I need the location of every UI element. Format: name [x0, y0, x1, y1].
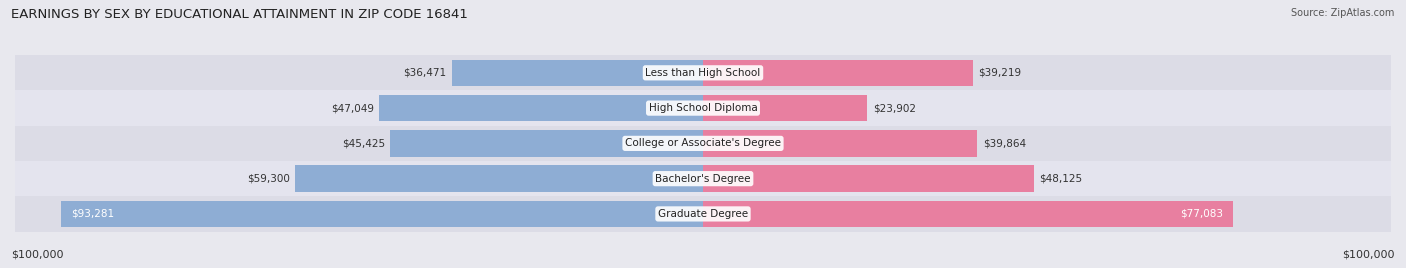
Text: $77,083: $77,083: [1180, 209, 1223, 219]
Bar: [15, 55, 1391, 91]
Bar: [703, 165, 1033, 192]
Bar: [62, 201, 703, 227]
Bar: [15, 126, 1391, 161]
Bar: [295, 165, 703, 192]
Text: EARNINGS BY SEX BY EDUCATIONAL ATTAINMENT IN ZIP CODE 16841: EARNINGS BY SEX BY EDUCATIONAL ATTAINMEN…: [11, 8, 468, 21]
Bar: [380, 95, 703, 121]
Text: $48,125: $48,125: [1039, 174, 1083, 184]
Text: Bachelor's Degree: Bachelor's Degree: [655, 174, 751, 184]
Text: $93,281: $93,281: [72, 209, 115, 219]
Text: $45,425: $45,425: [342, 138, 385, 148]
Bar: [15, 161, 1391, 196]
Text: $39,219: $39,219: [979, 68, 1021, 78]
Bar: [453, 59, 703, 86]
Text: $36,471: $36,471: [404, 68, 447, 78]
Text: $59,300: $59,300: [246, 174, 290, 184]
Text: $47,049: $47,049: [330, 103, 374, 113]
Text: $100,000: $100,000: [1343, 250, 1395, 260]
Bar: [703, 95, 868, 121]
Text: College or Associate's Degree: College or Associate's Degree: [626, 138, 780, 148]
Text: $23,902: $23,902: [873, 103, 915, 113]
Bar: [391, 130, 703, 157]
Bar: [703, 130, 977, 157]
Text: $39,864: $39,864: [983, 138, 1026, 148]
Text: Less than High School: Less than High School: [645, 68, 761, 78]
Text: Source: ZipAtlas.com: Source: ZipAtlas.com: [1291, 8, 1395, 18]
Bar: [703, 201, 1233, 227]
Bar: [15, 91, 1391, 126]
Text: High School Diploma: High School Diploma: [648, 103, 758, 113]
Bar: [15, 196, 1391, 232]
Text: Graduate Degree: Graduate Degree: [658, 209, 748, 219]
Bar: [703, 59, 973, 86]
Text: $100,000: $100,000: [11, 250, 63, 260]
